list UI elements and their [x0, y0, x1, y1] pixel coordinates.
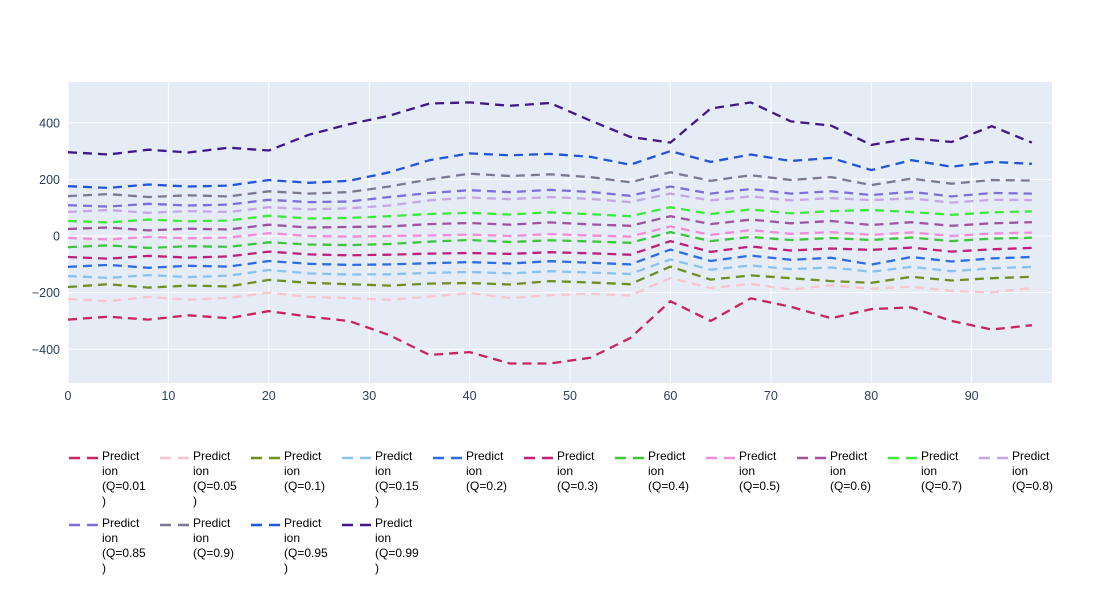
legend-dash-swatch-icon	[433, 456, 462, 460]
quantile-line-chart[interactable]: 0 10 20 30 40 50 60 70 80 90 −400 −200 0 200 400	[0, 0, 1102, 430]
legend-item-q0.1[interactable]: Predict ion (Q=0.1)	[250, 449, 341, 509]
legend-item-q0.6[interactable]: Predict ion (Q=0.6)	[796, 449, 887, 509]
legend-dash-swatch-icon	[524, 456, 553, 460]
series-line-q0.15	[67, 258, 1032, 280]
series-line-q0.3	[67, 239, 1032, 260]
legend-dash-swatch-icon	[251, 456, 280, 460]
legend-label: Predict ion (Q=0.05)	[193, 449, 237, 508]
x-tick-label: 30	[362, 389, 376, 403]
legend-dash-swatch-icon	[888, 456, 917, 460]
legend-item-q0.05[interactable]: Predict ion (Q=0.05)	[159, 449, 250, 509]
legend-item-q0.3[interactable]: Predict ion (Q=0.3)	[523, 449, 614, 509]
legend-dash-swatch-icon	[706, 456, 735, 460]
legend-dash-swatch-icon	[160, 456, 189, 460]
legend-item-q0.9[interactable]: Predict ion (Q=0.9)	[159, 516, 250, 576]
series-line-q0.95	[67, 149, 1032, 190]
legend-label: Predict ion (Q=0.9)	[193, 516, 235, 560]
legend-item-q0.99[interactable]: Predict ion (Q=0.99)	[341, 516, 432, 576]
x-tick-label: 40	[463, 389, 477, 403]
legend-dash-swatch-icon	[342, 456, 371, 460]
legend-label: Predict ion (Q=0.99)	[375, 516, 419, 575]
series-line-q0.01	[67, 297, 1033, 365]
legend-label: Predict ion (Q=0.85)	[102, 516, 146, 575]
y-tick-label: 0	[53, 230, 60, 244]
series-line-q0.85	[67, 185, 1032, 208]
legend-item-q0.01[interactable]: Predict ion (Q=0.01)	[68, 449, 159, 509]
legend-item-q0.2[interactable]: Predict ion (Q=0.2)	[432, 449, 523, 509]
x-tick-label: 80	[864, 389, 878, 403]
legend-label: Predict ion (Q=0.3)	[557, 449, 599, 493]
y-tick-label: −400	[32, 343, 60, 357]
x-tick-label: 10	[161, 389, 175, 403]
legend-dash-swatch-icon	[615, 456, 644, 460]
series-line-q0.5	[67, 225, 1032, 241]
series-line-q0.7	[67, 206, 1032, 224]
legend-dash-swatch-icon	[160, 523, 189, 527]
legend-dash-swatch-icon	[251, 523, 280, 527]
x-tick-label: 20	[262, 389, 276, 403]
legend-label: Predict ion (Q=0.4)	[648, 449, 690, 493]
legend-label: Predict ion (Q=0.95)	[284, 516, 328, 575]
chart-legend: Predict ion (Q=0.01) Predict ion (Q=0.05) Pred…	[68, 449, 1082, 583]
legend-item-q0.7[interactable]: Predict ion (Q=0.7)	[887, 449, 978, 509]
legend-dash-swatch-icon	[342, 523, 371, 527]
legend-label: Predict ion (Q=0.7)	[921, 449, 963, 493]
legend-item-q0.8[interactable]: Predict ion (Q=0.8)	[978, 449, 1069, 509]
legend-item-q0.95[interactable]: Predict ion (Q=0.95)	[250, 516, 341, 576]
series-line-q0.1	[67, 265, 1032, 289]
x-tick-label: 70	[764, 389, 778, 403]
legend-dash-swatch-icon	[69, 523, 98, 527]
series-line-q0.9	[67, 171, 1032, 199]
legend-label: Predict ion (Q=0.5)	[739, 449, 781, 493]
y-tick-label: −200	[32, 286, 60, 300]
legend-dash-swatch-icon	[979, 456, 1008, 460]
x-tick-label: 90	[965, 389, 979, 403]
legend-label: Predict ion (Q=0.6)	[830, 449, 872, 493]
series-line-q0.8	[67, 192, 1032, 214]
x-tick-label: 50	[563, 389, 577, 403]
series-line-q0.6	[67, 215, 1032, 232]
legend-label: Predict ion (Q=0.01)	[102, 449, 146, 508]
legend-item-q0.4[interactable]: Predict ion (Q=0.4)	[614, 449, 705, 509]
legend-item-q0.85[interactable]: Predict ion (Q=0.85)	[68, 516, 159, 576]
series-line-q0.05	[67, 276, 1033, 303]
plot-area-background	[68, 82, 1052, 383]
legend-dash-swatch-icon	[797, 456, 826, 460]
legend-dash-swatch-icon	[69, 456, 98, 460]
legend-item-q0.5[interactable]: Predict ion (Q=0.5)	[705, 449, 796, 509]
legend-label: Predict ion (Q=0.2)	[466, 449, 508, 493]
legend-label: Predict ion (Q=0.15)	[375, 449, 419, 508]
series-line-q0.99	[67, 101, 1033, 156]
x-tick-label: 60	[663, 389, 677, 403]
series-line-q0.2	[67, 248, 1032, 269]
x-tick-label: 0	[65, 389, 72, 403]
series-line-q0.4	[67, 230, 1032, 250]
y-tick-label: 200	[39, 173, 60, 187]
legend-label: Predict ion (Q=0.1)	[284, 449, 326, 493]
legend-item-q0.15[interactable]: Predict ion (Q=0.15)	[341, 449, 432, 509]
legend-label: Predict ion (Q=0.8)	[1012, 449, 1054, 493]
y-tick-label: 400	[39, 116, 60, 130]
